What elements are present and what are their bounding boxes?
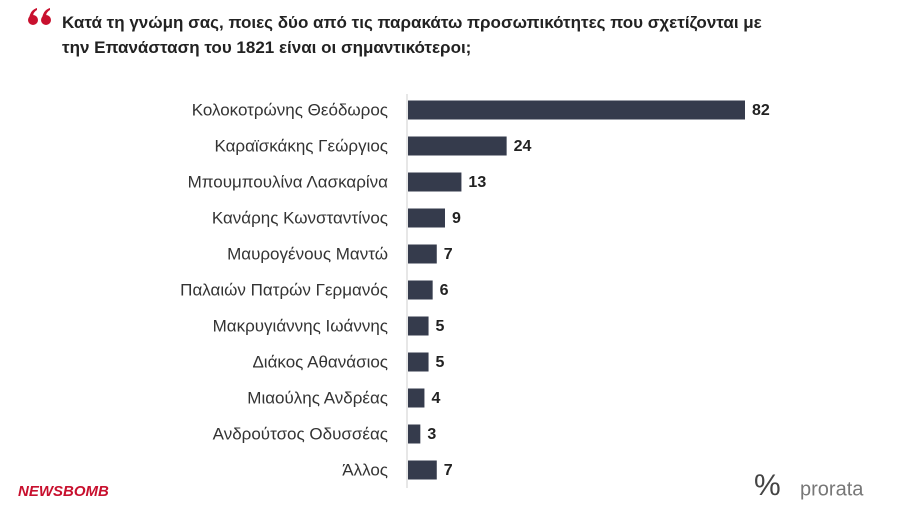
value-label: 6: [440, 282, 449, 299]
category-label: Παλαιών Πατρών Γερμανός: [180, 280, 388, 299]
bar: [408, 100, 745, 120]
bar: [408, 172, 462, 192]
category-label: Κολοκοτρώνης Θεόδωρος: [192, 100, 388, 119]
value-label: 3: [427, 426, 436, 443]
category-label: Μπουμπουλίνα Λασκαρίνα: [188, 172, 389, 191]
value-label: 5: [436, 354, 445, 371]
bar: [408, 244, 437, 264]
value-label: 24: [514, 138, 532, 155]
logo-symbol: %: [754, 469, 781, 502]
bar: [408, 208, 445, 228]
quote-mark: [28, 8, 51, 25]
category-label: Μαυρογένους Μαντώ: [227, 244, 388, 263]
value-label: 7: [444, 462, 453, 479]
category-label: Διάκος Αθανάσιος: [252, 352, 388, 371]
category-label: Κανάρης Κωνσταντίνος: [212, 208, 388, 227]
value-label: 7: [444, 246, 453, 263]
logo-right: prorata: [800, 478, 864, 500]
value-label: 13: [468, 174, 486, 191]
value-label: 9: [452, 210, 461, 227]
category-label: Άλλος: [342, 460, 388, 479]
value-label: 4: [431, 390, 440, 407]
bar: [408, 460, 437, 480]
bar: [408, 352, 429, 372]
bar: [408, 136, 507, 156]
category-label: Καραϊσκάκης Γεώργιος: [214, 136, 388, 155]
bar: [408, 388, 425, 408]
category-label: Ανδρούτσος Οδυσσέας: [213, 424, 388, 443]
value-label: 82: [752, 102, 770, 119]
value-label: 5: [436, 318, 445, 335]
chart-title: Κατά τη γνώμη σας, ποιες δύο από τις παρ…: [62, 13, 762, 57]
bar: [408, 316, 429, 336]
logo-left: NEWSBOMB: [18, 483, 109, 500]
category-label: Μιαούλης Ανδρέας: [247, 388, 388, 407]
bar: [408, 424, 421, 444]
bar: [408, 280, 433, 300]
category-label: Μακρυγιάννης Ιωάννης: [213, 316, 388, 335]
